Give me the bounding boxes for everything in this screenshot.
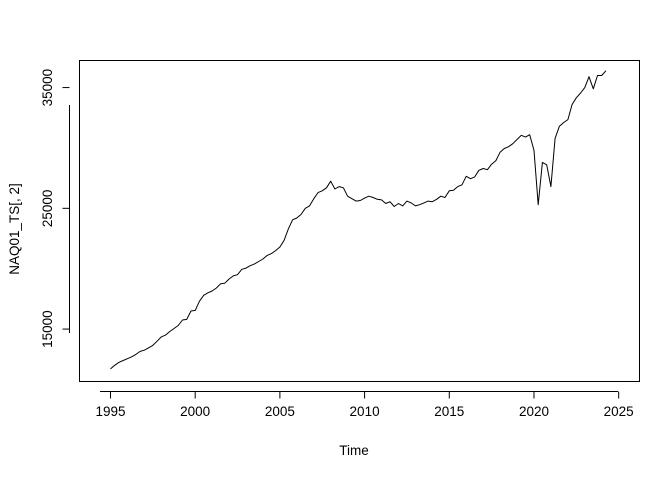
- x-tick-label: 1995: [95, 404, 125, 419]
- x-tick-label: 2025: [604, 404, 634, 419]
- x-tick-label: 2005: [265, 404, 295, 419]
- x-tick-label: 2020: [519, 404, 549, 419]
- y-tick-label: 15000: [40, 310, 55, 348]
- x-tick-label: 2000: [180, 404, 210, 419]
- x-tick-label: 2015: [434, 404, 464, 419]
- y-axis-label: NAQ01_TS[, 2]: [7, 183, 22, 275]
- y-tick-label: 25000: [40, 190, 55, 228]
- y-tick-label: 35000: [40, 69, 55, 107]
- x-axis-label: Time: [339, 443, 369, 458]
- x-tick-label: 2010: [350, 404, 380, 419]
- x-axis-ticks: 1995 2000 2005 2010 2015 2020 2025: [95, 391, 634, 419]
- y-axis-ticks: 15000 25000 35000: [40, 69, 70, 348]
- plot-frame: [79, 60, 640, 382]
- data-series-line: [110, 70, 607, 370]
